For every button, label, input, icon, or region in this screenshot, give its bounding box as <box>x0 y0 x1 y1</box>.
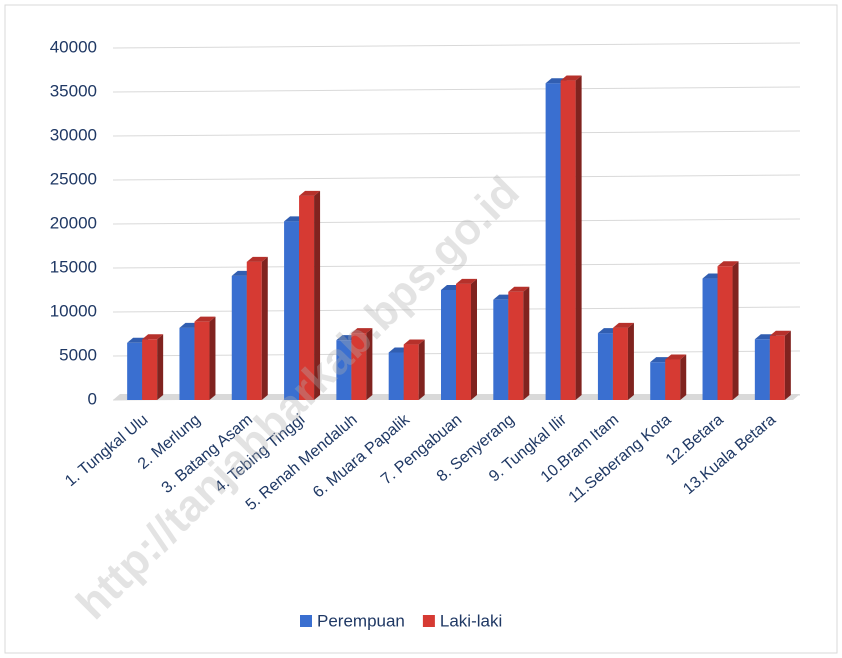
bar <box>351 328 373 400</box>
bar-side <box>261 256 268 400</box>
bar <box>665 354 687 400</box>
bar-front <box>754 339 770 400</box>
bar-front <box>127 342 143 400</box>
bar-top <box>194 316 216 322</box>
bar-front <box>351 333 367 400</box>
bar-side <box>575 75 582 400</box>
bar-front <box>665 359 681 400</box>
bar-side <box>157 334 164 400</box>
bar-side <box>366 328 373 400</box>
bar-side <box>627 322 634 400</box>
bar-front <box>441 290 456 400</box>
bar <box>456 278 477 400</box>
bar-front <box>231 275 247 400</box>
bar-front <box>284 221 300 400</box>
legend-swatch <box>300 615 312 627</box>
bar-top <box>508 286 530 292</box>
y-tick-label: 40000 <box>50 37 97 56</box>
bar-front <box>246 261 262 400</box>
legend-label: Laki-laki <box>440 611 502 630</box>
bar-front <box>336 340 352 400</box>
chart-frame <box>4 4 838 654</box>
bar-top <box>246 256 268 262</box>
bar-top <box>299 190 321 196</box>
bar-side <box>418 339 425 400</box>
bar-front <box>769 335 785 400</box>
bar-front <box>179 327 195 400</box>
y-tick-label: 0 <box>88 389 97 408</box>
grid-line <box>112 86 801 93</box>
bar-side <box>523 286 530 400</box>
bar-front <box>194 321 210 400</box>
bar <box>194 316 216 400</box>
bar <box>769 330 791 400</box>
bar-top <box>142 334 164 340</box>
bar-top <box>665 354 687 360</box>
bar <box>403 339 425 400</box>
y-tick-label: 10000 <box>50 301 97 320</box>
bar-side <box>680 354 687 400</box>
bar-top <box>403 339 425 345</box>
bar-side <box>784 330 791 400</box>
bar-front <box>299 195 315 400</box>
bar-front <box>560 80 576 400</box>
bar-front <box>545 83 561 400</box>
grid-line <box>112 218 801 225</box>
y-tick-label: 15000 <box>50 257 97 276</box>
bar-front <box>493 299 509 400</box>
bar-front <box>508 291 524 400</box>
bar-front <box>612 327 628 400</box>
bar-side <box>732 261 739 400</box>
bar <box>508 286 530 400</box>
legend-swatch <box>422 615 435 627</box>
bar-top <box>769 330 791 336</box>
bar-top <box>717 261 739 267</box>
bar <box>246 256 268 400</box>
bar <box>717 261 739 400</box>
bar-top <box>560 75 582 81</box>
bar-top <box>351 328 373 334</box>
bar-side <box>314 190 321 400</box>
y-tick-label: 30000 <box>50 125 97 144</box>
bar-front <box>456 283 471 400</box>
bar-side <box>471 278 477 400</box>
bar-front <box>403 344 419 400</box>
bar-front <box>702 278 718 400</box>
y-tick-label: 35000 <box>50 81 97 100</box>
bar-front <box>388 352 404 400</box>
y-tick-label: 25000 <box>50 169 97 188</box>
grid-line <box>112 42 801 49</box>
bar-front <box>597 333 613 400</box>
bar <box>299 190 321 400</box>
bar <box>560 75 582 400</box>
y-tick-label: 20000 <box>50 213 97 232</box>
bar-front <box>142 339 158 400</box>
grid-line <box>112 130 801 137</box>
bar-top <box>456 278 477 284</box>
grid-line <box>112 174 801 181</box>
y-tick-label: 5000 <box>59 345 97 364</box>
legend-label: Perempuan <box>317 611 405 630</box>
bar-front <box>650 362 666 400</box>
grid-line <box>112 262 801 269</box>
bar <box>612 322 634 400</box>
bar-side <box>209 316 216 400</box>
bar <box>142 334 164 400</box>
bar-top <box>612 322 634 328</box>
bar-front <box>717 266 733 400</box>
